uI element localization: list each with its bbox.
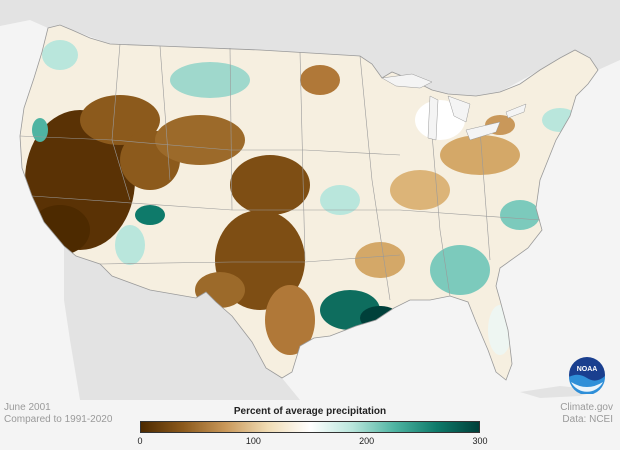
legend-tick-100: 100 bbox=[245, 436, 261, 446]
great-lakes bbox=[381, 73, 527, 141]
data-credit: Data: NCEI bbox=[562, 414, 613, 425]
map-caption-left: June 2001 Compared to 1991-2020 bbox=[4, 402, 112, 426]
mexico-landmass bbox=[64, 246, 300, 400]
map-caption-right: Climate.gov Data: NCEI bbox=[560, 402, 613, 426]
legend-title: Percent of average precipitation bbox=[233, 406, 387, 417]
legend-tick-0: 0 bbox=[137, 436, 143, 446]
source-credit: Climate.gov bbox=[560, 402, 613, 413]
state-borders bbox=[19, 43, 541, 301]
conus-outline bbox=[19, 24, 599, 381]
baseline-period: Compared to 1991-2020 bbox=[4, 414, 113, 425]
conus-data-layer bbox=[20, 25, 598, 380]
legend-tick-300: 300 bbox=[472, 436, 488, 446]
noaa-logo-text: NOAA bbox=[577, 366, 598, 373]
legend-colorbar bbox=[140, 421, 480, 433]
canada-landmass bbox=[0, 0, 620, 96]
map-date: June 2001 bbox=[4, 402, 51, 413]
precipitation-map bbox=[0, 0, 620, 400]
legend-tick-200: 200 bbox=[359, 436, 375, 446]
noaa-logo: NOAA bbox=[569, 357, 605, 394]
